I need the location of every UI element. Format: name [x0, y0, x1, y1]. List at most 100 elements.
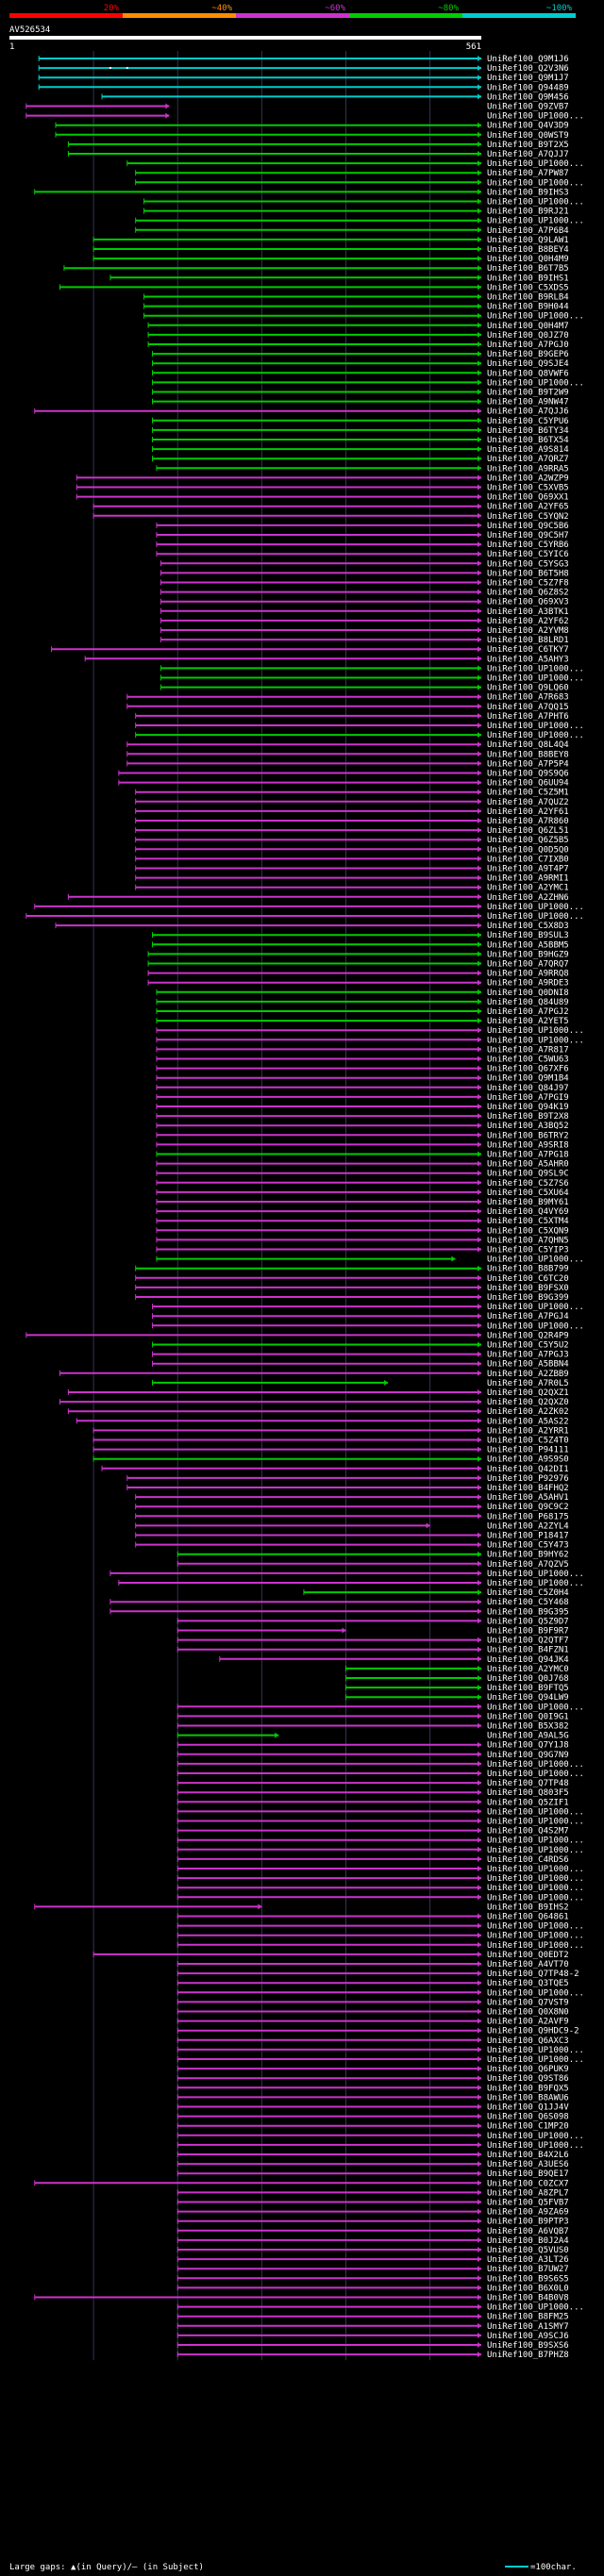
hit-label[interactable]: UniRef100_A7PGI9	[487, 1093, 569, 1103]
hit-label[interactable]: UniRef100_UP1000...	[487, 1703, 584, 1712]
hit-label[interactable]: UniRef100_UP1000...	[487, 112, 584, 122]
hit-label[interactable]: UniRef100_A2YF65	[487, 503, 569, 512]
hit-label[interactable]: UniRef100_C5YIP3	[487, 1246, 569, 1255]
hit-label[interactable]: UniRef100_A5AHY3	[487, 655, 569, 664]
hit-label[interactable]: UniRef100_A7QHN5	[487, 1236, 569, 1245]
hit-label[interactable]: UniRef100_B9FTQ5	[487, 1684, 569, 1693]
hit-label[interactable]: UniRef100_C5YIC6	[487, 550, 569, 559]
hit-label[interactable]: UniRef100_UP1000...	[487, 1836, 584, 1846]
hit-label[interactable]: UniRef100_B7PHZ8	[487, 2351, 569, 2360]
hit-label[interactable]: UniRef100_A9AL5G	[487, 1732, 569, 1741]
hit-label[interactable]: UniRef100_A2ZBB9	[487, 1370, 569, 1379]
hit-label[interactable]: UniRef100_B6TRY2	[487, 1131, 569, 1140]
hit-label[interactable]: UniRef100_C5Z7S6	[487, 1179, 569, 1188]
hit-label[interactable]: UniRef100_Q7TP48	[487, 1779, 569, 1788]
hit-label[interactable]: UniRef100_A3BTK1	[487, 607, 569, 617]
hit-label[interactable]: UniRef100_UP1000...	[487, 2055, 584, 2065]
hit-label[interactable]: UniRef100_C5Z4T0	[487, 1437, 569, 1446]
hit-label[interactable]: UniRef100_A2YVM8	[487, 626, 569, 636]
hit-label[interactable]: UniRef100_B4FZN1	[487, 1646, 569, 1655]
hit-label[interactable]: UniRef100_B9F9R7	[487, 1627, 569, 1637]
hit-label[interactable]: UniRef100_B4X2L6	[487, 2151, 569, 2160]
hit-label[interactable]: UniRef100_UP1000...	[487, 1770, 584, 1779]
hit-label[interactable]: UniRef100_A9ZA69	[487, 2208, 569, 2218]
hit-label[interactable]: UniRef100_A7R0L5	[487, 1379, 569, 1388]
hit-label[interactable]: UniRef100_Q8L4Q4	[487, 740, 569, 750]
hit-label[interactable]: UniRef100_A5AHR0	[487, 1160, 569, 1170]
hit-label[interactable]: UniRef100_Q67XF6	[487, 1065, 569, 1074]
hit-label[interactable]: UniRef100_Q9C5H7	[487, 531, 569, 540]
hit-label[interactable]: UniRef100_B0J2A4	[487, 2236, 569, 2246]
hit-label[interactable]: UniRef100_Q2R4P9	[487, 1331, 569, 1340]
hit-label[interactable]: UniRef100_B9H044	[487, 303, 569, 312]
hit-label[interactable]: UniRef100_A5AS22	[487, 1417, 569, 1426]
hit-label[interactable]: UniRef100_A9NW47	[487, 398, 569, 407]
hit-label[interactable]: UniRef100_B4FHQ2	[487, 1484, 569, 1493]
hit-label[interactable]: UniRef100_C5XDS5	[487, 283, 569, 292]
hit-label[interactable]: UniRef100_UP1000...	[487, 2046, 584, 2055]
hit-label[interactable]: UniRef100_A9T4P7	[487, 865, 569, 874]
hit-label[interactable]: UniRef100_Q84U89	[487, 998, 569, 1007]
hit-label[interactable]: UniRef100_A5BBN4	[487, 1360, 569, 1370]
hit-label[interactable]: UniRef100_B9G395	[487, 1607, 569, 1617]
hit-label[interactable]: UniRef100_UP1000...	[487, 217, 584, 226]
hit-label[interactable]: UniRef100_UP1000...	[487, 378, 584, 388]
hit-label[interactable]: UniRef100_A9SRI8	[487, 1140, 569, 1150]
hit-label[interactable]: UniRef100_B8LRD1	[487, 636, 569, 645]
hit-label[interactable]: UniRef100_B9FSX0	[487, 1284, 569, 1293]
hit-label[interactable]: UniRef100_B6T5H8	[487, 569, 569, 578]
hit-label[interactable]: UniRef100_B9S6S5	[487, 2274, 569, 2284]
hit-label[interactable]: UniRef100_B9T2X5	[487, 141, 569, 150]
hit-label[interactable]: UniRef100_Q69XX1	[487, 493, 569, 503]
hit-label[interactable]: UniRef100_Q9HDC9-2	[487, 2027, 579, 2036]
hit-label[interactable]: UniRef100_A2WZP9	[487, 474, 569, 483]
hit-label[interactable]: UniRef100_A7QRZ7	[487, 455, 569, 464]
hit-label[interactable]: UniRef100_Q9M456	[487, 92, 569, 102]
hit-label[interactable]: UniRef100_B8B799	[487, 1265, 569, 1274]
hit-label[interactable]: UniRef100_Q5VUS0	[487, 2246, 569, 2255]
hit-label[interactable]: UniRef100_Q2QXZ1	[487, 1388, 569, 1398]
hit-label[interactable]: UniRef100_A9SCJ6	[487, 2332, 569, 2341]
hit-label[interactable]: UniRef100_Q6AXC3	[487, 2036, 569, 2046]
hit-label[interactable]: UniRef100_B8BEY4	[487, 245, 569, 255]
hit-label[interactable]: UniRef100_A9S814	[487, 445, 569, 455]
hit-label[interactable]: UniRef100_Q84J97	[487, 1084, 569, 1093]
hit-label[interactable]: UniRef100_C5XU64	[487, 1188, 569, 1198]
hit-label[interactable]: UniRef100_UP1000...	[487, 1579, 584, 1588]
hit-label[interactable]: UniRef100_Q69XV3	[487, 598, 569, 607]
hit-label[interactable]: UniRef100_UP1000...	[487, 2132, 584, 2141]
hit-label[interactable]: UniRef100_UP1000...	[487, 722, 584, 731]
hit-label[interactable]: UniRef100_UP1000...	[487, 1922, 584, 1932]
hit-label[interactable]: UniRef100_B9IHS2	[487, 1903, 569, 1912]
hit-label[interactable]: UniRef100_UP1000...	[487, 1026, 584, 1036]
hit-label[interactable]: UniRef100_A7QRQ7	[487, 960, 569, 970]
hit-label[interactable]: UniRef100_A2YMC0	[487, 1665, 569, 1674]
hit-label[interactable]: UniRef100_Q1JJ4V	[487, 2103, 569, 2113]
hit-label[interactable]: UniRef100_A7QUZ2	[487, 798, 569, 807]
hit-label[interactable]: UniRef100_Q8VWF6	[487, 369, 569, 378]
hit-label[interactable]: UniRef100_UP1000...	[487, 198, 584, 208]
hit-label[interactable]: UniRef100_Q7VST9	[487, 1998, 569, 2007]
hit-label[interactable]: UniRef100_C7IXB0	[487, 855, 569, 864]
hit-label[interactable]: UniRef100_UP1000...	[487, 1818, 584, 1827]
hit-label[interactable]: UniRef100_Q6UU94	[487, 779, 569, 789]
hit-label[interactable]: UniRef100_Q64861	[487, 1913, 569, 1922]
hit-label[interactable]: UniRef100_C0ZCX7	[487, 2179, 569, 2188]
hit-label[interactable]: UniRef100_Q3TQE5	[487, 1979, 569, 1988]
hit-label[interactable]: UniRef100_A7QJJ7	[487, 150, 569, 159]
hit-label[interactable]: UniRef100_Q9ST86	[487, 2074, 569, 2084]
hit-label[interactable]: UniRef100_C5X8D3	[487, 922, 569, 931]
hit-label[interactable]: UniRef100_Q2V3N6	[487, 64, 569, 74]
hit-label[interactable]: UniRef100_Q0X8N0	[487, 2008, 569, 2018]
hit-label[interactable]: UniRef100_Q2QTF7	[487, 1637, 569, 1646]
hit-label[interactable]: UniRef100_P68175	[487, 1512, 569, 1521]
hit-label[interactable]: UniRef100_Q5ZIF1	[487, 1798, 569, 1807]
hit-label[interactable]: UniRef100_B9SXS6	[487, 2341, 569, 2351]
hit-label[interactable]: UniRef100_C5Y473	[487, 1541, 569, 1551]
hit-label[interactable]: UniRef100_A2YET5	[487, 1017, 569, 1026]
hit-label[interactable]: UniRef100_UP1000...	[487, 1893, 584, 1903]
hit-label[interactable]: UniRef100_Q0I9G1	[487, 1712, 569, 1721]
hit-label[interactable]: UniRef100_UP1000...	[487, 1255, 584, 1265]
hit-label[interactable]: UniRef100_A4VT70	[487, 1960, 569, 1969]
hit-label[interactable]: UniRef100_UP1000...	[487, 312, 584, 322]
